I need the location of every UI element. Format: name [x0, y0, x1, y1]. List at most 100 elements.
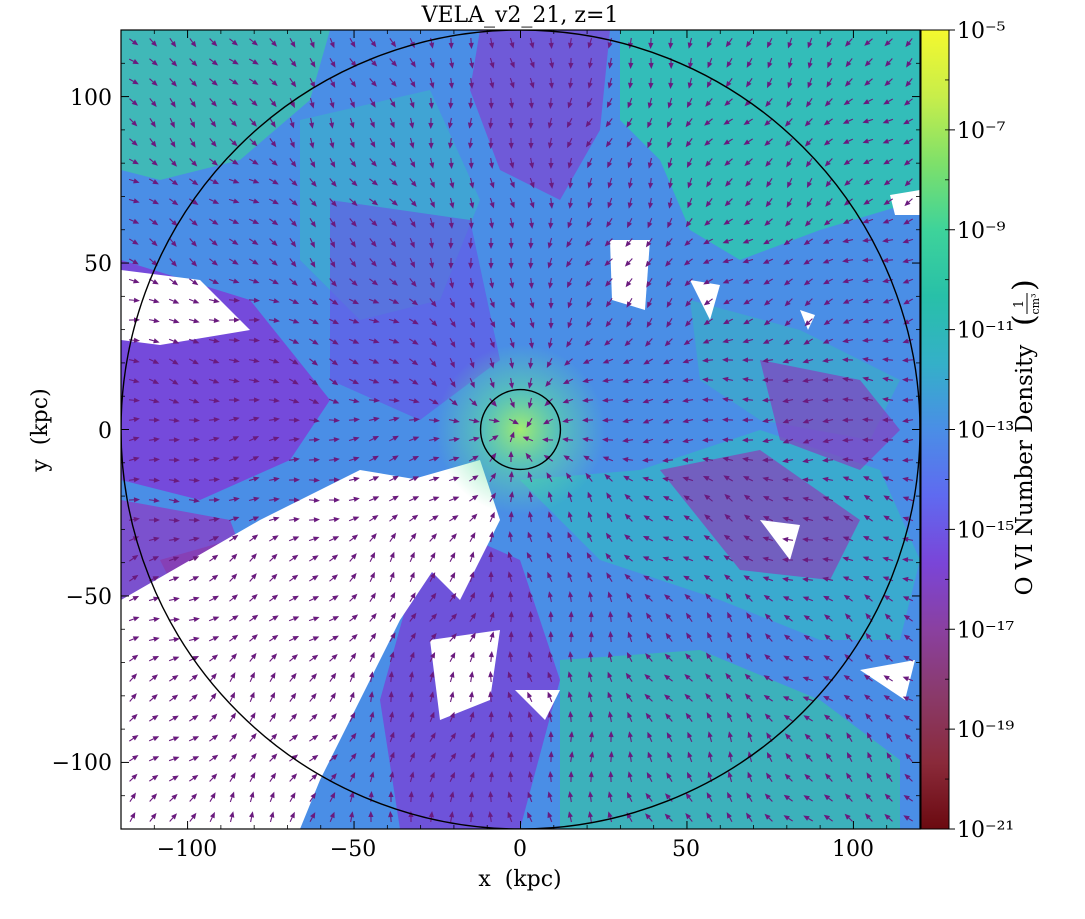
- velocity-arrow-head: [508, 511, 514, 518]
- velocity-arrow-head: [132, 239, 139, 245]
- velocity-arrow: [208, 638, 214, 642]
- velocity-arrow-head: [823, 595, 830, 601]
- velocity-arrow-head: [372, 496, 380, 502]
- velocity-arrow-head: [253, 297, 260, 303]
- velocity-arrow: [229, 238, 234, 243]
- velocity-arrow: [389, 38, 394, 43]
- velocity-arrow: [549, 277, 552, 284]
- velocity-arrow: [649, 197, 652, 204]
- velocity-arrow: [369, 117, 373, 123]
- velocity-arrow: [209, 58, 214, 63]
- velocity-arrow: [429, 777, 433, 783]
- velocity-arrow: [827, 518, 834, 522]
- velocity-arrow: [908, 737, 913, 742]
- velocity-arrow-head: [330, 61, 336, 68]
- velocity-arrow-head: [766, 772, 772, 779]
- velocity-arrow-head: [743, 494, 751, 501]
- velocity-arrow: [369, 517, 374, 522]
- velocity-arrow: [209, 657, 214, 662]
- velocity-arrow-head: [862, 257, 869, 263]
- velocity-arrow: [249, 38, 254, 43]
- velocity-arrow-head: [293, 457, 300, 463]
- velocity-arrow: [809, 77, 813, 84]
- velocity-arrow-head: [170, 41, 177, 48]
- velocity-arrow-head: [368, 811, 374, 817]
- velocity-arrow: [429, 338, 434, 343]
- velocity-arrow-head: [548, 222, 554, 229]
- velocity-arrow: [908, 658, 914, 662]
- velocity-arrow-head: [150, 100, 157, 107]
- velocity-arrow: [228, 379, 235, 382]
- velocity-arrow: [389, 218, 394, 223]
- velocity-arrow-head: [525, 452, 532, 460]
- velocity-arrow: [469, 576, 473, 583]
- velocity-arrow-head: [766, 732, 772, 739]
- velocity-arrow-head: [230, 772, 236, 779]
- velocity-arrow: [708, 98, 713, 103]
- velocity-arrow-head: [249, 691, 255, 699]
- velocity-arrow: [448, 458, 455, 462]
- velocity-arrow-head: [568, 82, 574, 89]
- velocity-arrow: [788, 298, 793, 303]
- velocity-arrow-head: [429, 281, 435, 289]
- velocity-arrow: [148, 499, 155, 501]
- velocity-arrow-head: [212, 616, 220, 622]
- x-tick-label: −50: [330, 837, 376, 862]
- velocity-arrow-head: [171, 220, 178, 227]
- velocity-arrow-head: [449, 62, 455, 69]
- velocity-arrow-head: [642, 556, 650, 562]
- velocity-arrow-head: [785, 733, 791, 740]
- velocity-arrow-head: [292, 554, 299, 561]
- velocity-arrow-head: [843, 594, 851, 601]
- velocity-arrow-head: [863, 199, 870, 205]
- empty-region: [760, 520, 800, 560]
- velocity-arrow: [728, 78, 733, 83]
- velocity-arrow: [269, 537, 274, 542]
- velocity-arrow-head: [684, 280, 691, 287]
- velocity-arrow-head: [193, 497, 200, 503]
- velocity-arrow-head: [528, 491, 534, 498]
- velocity-arrow-head: [802, 477, 809, 483]
- velocity-arrow-head: [529, 322, 535, 329]
- velocity-arrow-head: [863, 494, 871, 501]
- velocity-arrow-head: [865, 613, 872, 620]
- velocity-arrow-head: [782, 477, 789, 483]
- velocity-arrow: [429, 657, 433, 663]
- velocity-arrow-head: [350, 553, 357, 560]
- velocity-arrow-head: [488, 102, 494, 109]
- velocity-arrow: [348, 378, 354, 382]
- velocity-arrow-head: [803, 715, 810, 721]
- velocity-arrow-head: [488, 691, 494, 698]
- velocity-arrow: [767, 439, 774, 442]
- velocity-arrow-head: [624, 340, 631, 347]
- velocity-arrow-head: [624, 260, 631, 267]
- velocity-arrow: [549, 577, 553, 583]
- velocity-arrow-head: [863, 159, 870, 165]
- velocity-arrow-head: [902, 278, 910, 284]
- velocity-arrow-head: [508, 611, 514, 618]
- velocity-arrow-head: [684, 593, 691, 600]
- velocity-arrow-head: [586, 301, 592, 308]
- velocity-arrow-head: [822, 536, 829, 542]
- velocity-arrow-head: [742, 397, 749, 403]
- velocity-arrow-head: [527, 711, 533, 718]
- velocity-arrow: [848, 98, 853, 103]
- velocity-arrow-head: [293, 437, 300, 443]
- velocity-arrow-head: [727, 791, 732, 799]
- velocity-arrow: [289, 557, 294, 562]
- velocity-arrow-head: [329, 811, 335, 819]
- velocity-arrow-head: [582, 358, 590, 364]
- velocity-arrow-head: [742, 258, 749, 264]
- velocity-arrow: [208, 339, 215, 342]
- velocity-arrow-head: [508, 382, 514, 389]
- velocity-arrow: [729, 797, 733, 803]
- velocity-arrow: [349, 597, 354, 602]
- velocity-arrow-head: [882, 417, 888, 423]
- velocity-arrow: [269, 58, 274, 63]
- velocity-arrow-head: [527, 651, 533, 658]
- velocity-arrow-head: [372, 436, 380, 441]
- velocity-arrow-head: [602, 456, 610, 462]
- velocity-arrow-head: [489, 381, 495, 389]
- velocity-arrow-head: [271, 40, 277, 47]
- velocity-arrow: [868, 578, 874, 582]
